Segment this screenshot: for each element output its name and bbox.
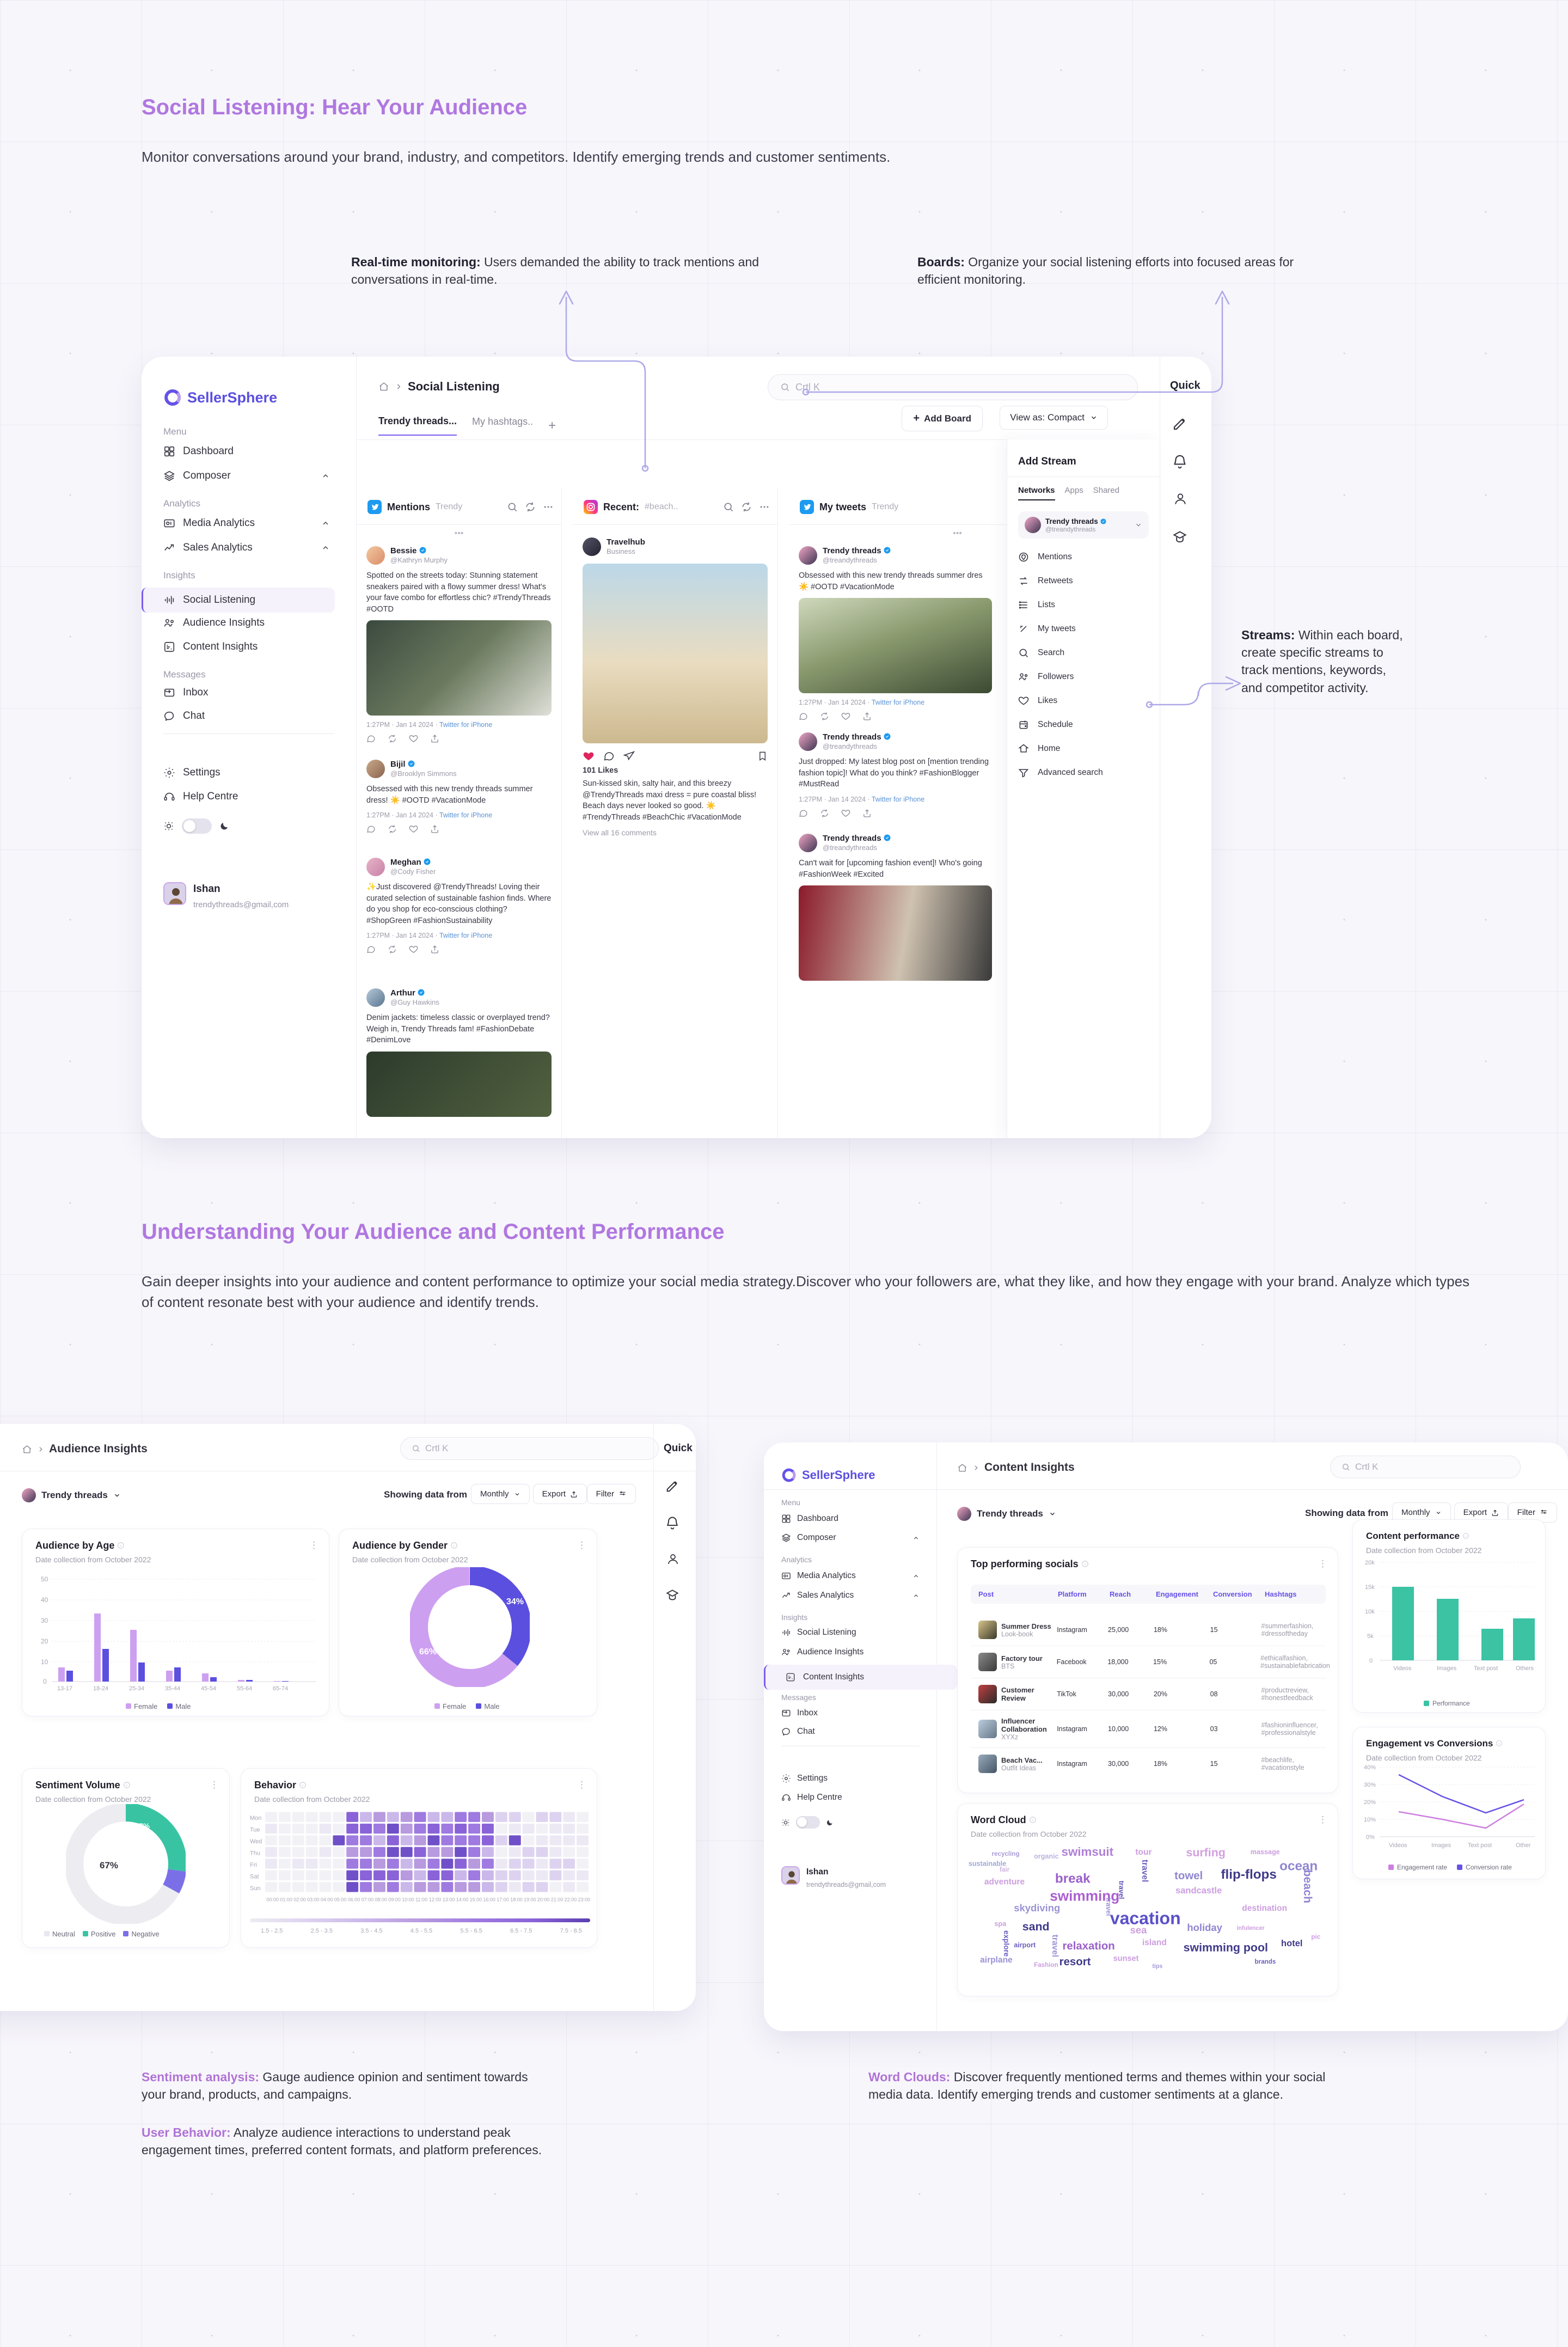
svg-text:20k: 20k (1365, 1560, 1375, 1566)
svg-text:15k: 15k (1365, 1584, 1375, 1591)
svg-text:40%: 40% (1364, 1764, 1376, 1771)
svg-text:20: 20 (41, 1637, 48, 1645)
svg-text:Tue: Tue (250, 1827, 260, 1833)
svg-text:0: 0 (1369, 1658, 1373, 1664)
svg-text:5k: 5k (1367, 1633, 1374, 1640)
svg-text:Sun: Sun (250, 1885, 261, 1892)
svg-text:Sat: Sat (250, 1873, 259, 1880)
svg-text:20:00: 20:00 (537, 1897, 550, 1903)
svg-text:0: 0 (43, 1678, 47, 1685)
svg-text:35-44: 35-44 (165, 1685, 180, 1692)
svg-text:65-74: 65-74 (273, 1685, 288, 1692)
svg-text:40: 40 (41, 1596, 48, 1604)
svg-text:Wed: Wed (250, 1838, 262, 1845)
svg-text:66%: 66% (419, 1647, 437, 1657)
svg-text:25-34: 25-34 (129, 1685, 144, 1692)
svg-text:12:00: 12:00 (429, 1897, 442, 1903)
svg-text:08:00: 08:00 (375, 1897, 387, 1903)
svg-text:Others: Others (1516, 1665, 1534, 1672)
svg-text:Thu: Thu (250, 1850, 260, 1857)
svg-text:10k: 10k (1365, 1609, 1375, 1615)
svg-text:50: 50 (41, 1575, 48, 1583)
svg-text:06:00: 06:00 (348, 1897, 360, 1903)
svg-text:6%: 6% (155, 1870, 166, 1878)
svg-text:Text post: Text post (1474, 1665, 1498, 1672)
svg-text:13:00: 13:00 (443, 1897, 455, 1903)
svg-text:67%: 67% (100, 1860, 118, 1871)
svg-text:10:00: 10:00 (402, 1897, 414, 1903)
svg-text:00:00: 00:00 (266, 1897, 279, 1903)
svg-text:22:00: 22:00 (565, 1897, 577, 1903)
svg-text:27%: 27% (134, 1822, 150, 1830)
svg-text:18:00: 18:00 (510, 1897, 523, 1903)
svg-text:03:00: 03:00 (307, 1897, 320, 1903)
svg-text:07:00: 07:00 (362, 1897, 374, 1903)
svg-text:20%: 20% (1364, 1799, 1376, 1806)
svg-text:Videos: Videos (1393, 1665, 1412, 1672)
svg-text:09:00: 09:00 (388, 1897, 401, 1903)
svg-text:0%: 0% (1366, 1834, 1375, 1841)
svg-text:Mon: Mon (250, 1815, 261, 1822)
svg-text:30%: 30% (1364, 1782, 1376, 1788)
svg-text:04:00: 04:00 (321, 1897, 333, 1903)
svg-text:18-24: 18-24 (93, 1685, 108, 1692)
svg-text:Images: Images (1437, 1665, 1457, 1672)
svg-text:19:00: 19:00 (524, 1897, 536, 1903)
svg-text:34%: 34% (506, 1597, 524, 1606)
svg-text:13-17: 13-17 (57, 1685, 72, 1692)
svg-text:Videos: Videos (1389, 1842, 1407, 1849)
svg-text:Images: Images (1431, 1842, 1451, 1849)
svg-text:23:00: 23:00 (578, 1897, 590, 1903)
svg-text:30: 30 (41, 1617, 48, 1624)
svg-text:11:00: 11:00 (415, 1897, 427, 1903)
svg-text:16:00: 16:00 (483, 1897, 495, 1903)
svg-text:05:00: 05:00 (334, 1897, 347, 1903)
svg-text:17:00: 17:00 (497, 1897, 509, 1903)
svg-text:10: 10 (41, 1658, 48, 1666)
svg-text:14:00: 14:00 (456, 1897, 469, 1903)
svg-text:Other: Other (1516, 1842, 1531, 1849)
svg-text:10%: 10% (1364, 1817, 1376, 1823)
svg-text:15:00: 15:00 (470, 1897, 482, 1903)
svg-text:21:00: 21:00 (551, 1897, 564, 1903)
svg-text:45-54: 45-54 (201, 1685, 216, 1692)
svg-text:55-64: 55-64 (237, 1685, 252, 1692)
svg-text:Text post: Text post (1468, 1842, 1492, 1849)
svg-text:Fri: Fri (250, 1862, 257, 1868)
svg-text:01:00: 01:00 (280, 1897, 292, 1903)
svg-text:02:00: 02:00 (293, 1897, 306, 1903)
